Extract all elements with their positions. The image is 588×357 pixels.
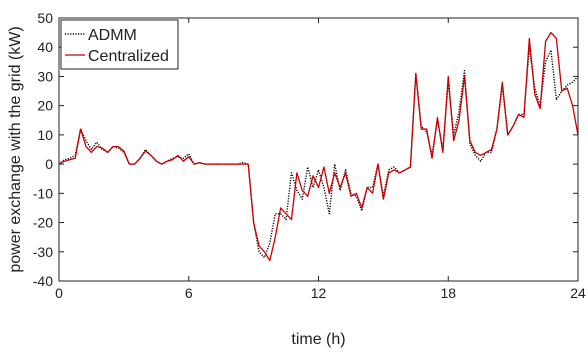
series-line-centralized xyxy=(58,31,579,262)
legend-box xyxy=(60,19,179,70)
y-tick-label: 40 xyxy=(37,39,53,55)
y-ticks: -40 -30 -20 -10 0 10 20 30 40 50 xyxy=(33,10,578,289)
x-tick-label: 24 xyxy=(570,285,586,301)
y-tick-label: -30 xyxy=(33,244,53,260)
y-tick-label: -20 xyxy=(33,215,53,231)
legend: ADMM Centralized xyxy=(60,19,179,70)
legend-label-centralized: Centralized xyxy=(88,48,169,65)
x-tick-label: 12 xyxy=(311,285,327,301)
series-line-admm xyxy=(58,46,579,259)
y-tick-label: 50 xyxy=(37,10,53,26)
x-ticks: 0 6 12 18 24 xyxy=(55,18,586,301)
x-tick-label: 0 xyxy=(55,285,63,301)
series-layer xyxy=(58,31,579,262)
y-tick-label: -40 xyxy=(33,273,53,289)
y-tick-label: -10 xyxy=(33,185,53,201)
y-tick-label: 20 xyxy=(37,98,53,114)
x-tick-label: 18 xyxy=(440,285,456,301)
x-tick-label: 6 xyxy=(185,285,193,301)
y-tick-label: 30 xyxy=(37,68,53,84)
x-axis-title: time (h) xyxy=(291,331,345,348)
legend-label-admm: ADMM xyxy=(88,27,137,44)
y-tick-label: 0 xyxy=(45,156,53,172)
y-axis-title: power exchange with the grid (kW) xyxy=(7,26,24,272)
y-tick-label: 10 xyxy=(37,127,53,143)
